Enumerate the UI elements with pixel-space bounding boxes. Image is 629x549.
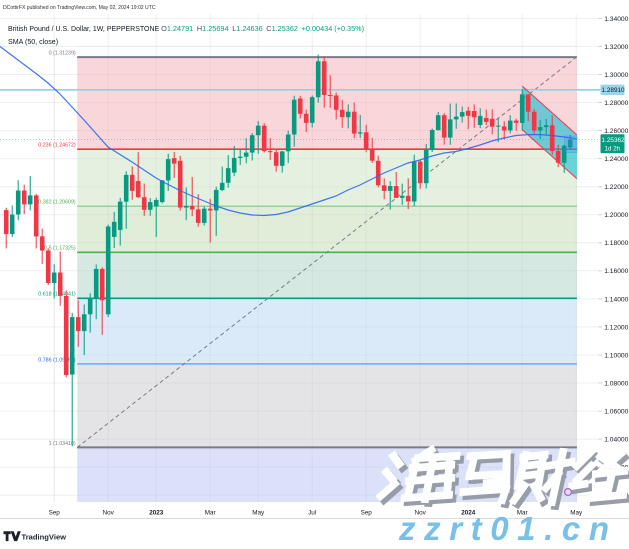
svg-text:Nov: Nov xyxy=(415,510,427,517)
svg-text:Jul: Jul xyxy=(308,510,316,517)
svg-text:1.10000: 1.10000 xyxy=(604,352,628,359)
svg-text:0 (1.31239): 0 (1.31239) xyxy=(49,51,76,57)
svg-text:1.26000: 1.26000 xyxy=(604,128,628,135)
svg-text:0.236 (1.24672): 0.236 (1.24672) xyxy=(38,143,76,149)
svg-text:May: May xyxy=(252,510,265,517)
svg-text:Sep: Sep xyxy=(361,510,373,517)
svg-text:1.20000: 1.20000 xyxy=(604,212,628,219)
svg-text:TradingView: TradingView xyxy=(22,532,67,541)
svg-text:Mar: Mar xyxy=(205,510,216,517)
svg-text:zzrt01.cn: zzrt01.cn xyxy=(398,510,618,544)
svg-text:1.24000: 1.24000 xyxy=(604,156,628,163)
svg-text:British Pound / U.S. Dollar, 1: British Pound / U.S. Dollar, 1W, PEPPERS… xyxy=(8,24,364,33)
svg-text:Sep: Sep xyxy=(49,510,61,517)
svg-text:0.786 (1.09368): 0.786 (1.09368) xyxy=(38,357,76,363)
svg-text:May: May xyxy=(570,510,583,517)
svg-text:1.18000: 1.18000 xyxy=(604,240,628,247)
svg-text:1.30000: 1.30000 xyxy=(604,72,628,79)
svg-text:1.22000: 1.22000 xyxy=(604,184,628,191)
svg-text:1.34000: 1.34000 xyxy=(604,16,628,23)
svg-text:1.06000: 1.06000 xyxy=(604,409,628,416)
svg-text:1.12000: 1.12000 xyxy=(604,324,628,331)
svg-text:1d 2h: 1d 2h xyxy=(605,146,621,153)
svg-text:2023: 2023 xyxy=(149,510,164,517)
svg-text:1.08000: 1.08000 xyxy=(604,380,628,387)
svg-text:1 (1.03410): 1 (1.03410) xyxy=(49,441,76,447)
svg-text:0.5 (1.17325): 0.5 (1.17325) xyxy=(44,246,76,252)
svg-text:Mar: Mar xyxy=(517,510,528,517)
svg-text:1.28000: 1.28000 xyxy=(604,100,628,107)
svg-text:DCottirFX published on Trading: DCottirFX published on TradingView.com, … xyxy=(3,5,156,11)
svg-text:1.25362: 1.25362 xyxy=(602,137,626,144)
svg-text:SMA (50, close): SMA (50, close) xyxy=(8,38,58,46)
svg-text:1.32000: 1.32000 xyxy=(604,44,628,51)
svg-text:1.28910: 1.28910 xyxy=(602,87,626,94)
svg-text:0.382 (1.20609): 0.382 (1.20609) xyxy=(38,200,76,206)
svg-text:Nov: Nov xyxy=(103,510,115,517)
svg-text:1.04000: 1.04000 xyxy=(604,437,628,444)
svg-text:0.618 (1.14041): 0.618 (1.14041) xyxy=(38,292,76,298)
svg-text:2024: 2024 xyxy=(461,510,476,517)
svg-text:1.16000: 1.16000 xyxy=(604,268,628,275)
svg-text:1.14000: 1.14000 xyxy=(604,296,628,303)
